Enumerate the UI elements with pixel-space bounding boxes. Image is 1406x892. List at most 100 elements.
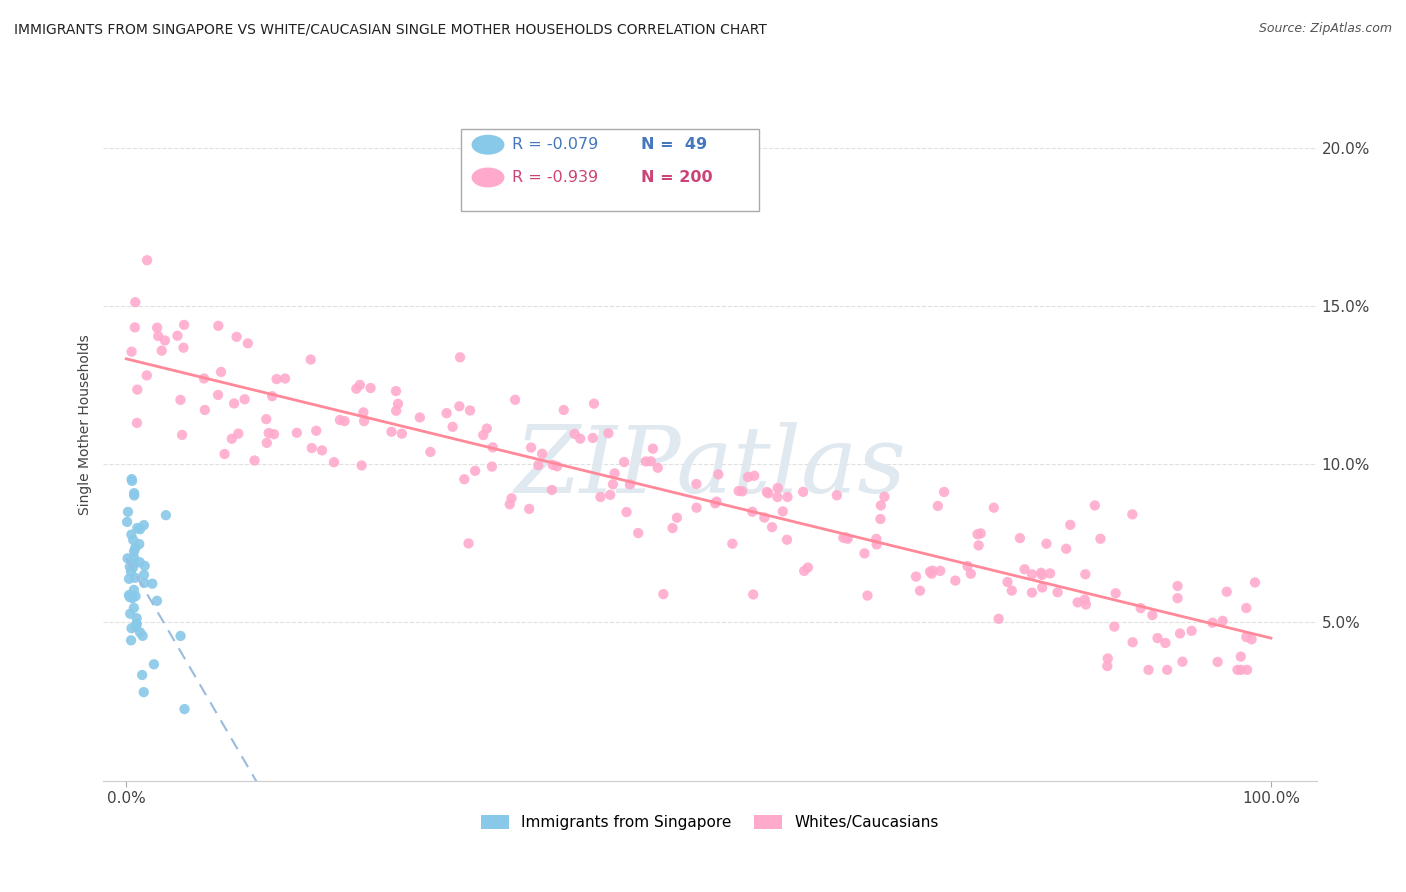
Point xyxy=(665,510,688,524)
Point xyxy=(1181,624,1204,638)
Point xyxy=(344,382,367,396)
Point xyxy=(127,383,149,397)
Point xyxy=(169,392,191,407)
Point xyxy=(685,500,707,515)
Point xyxy=(274,371,297,385)
Point xyxy=(727,483,749,498)
Point xyxy=(132,567,155,582)
Point xyxy=(766,481,789,495)
Point xyxy=(1226,663,1249,677)
Point xyxy=(122,556,145,570)
Point xyxy=(598,426,620,441)
Point xyxy=(122,600,145,615)
Point xyxy=(569,432,592,446)
Point xyxy=(153,334,176,348)
Point xyxy=(120,607,142,621)
Point xyxy=(173,318,195,332)
Y-axis label: Single Mother Households: Single Mother Households xyxy=(79,334,93,515)
Point xyxy=(541,458,564,472)
Point xyxy=(262,389,284,403)
Point xyxy=(865,532,887,546)
Point xyxy=(706,494,728,508)
Point xyxy=(305,424,328,438)
Point xyxy=(966,527,988,541)
Point xyxy=(959,566,981,581)
Point xyxy=(166,328,188,343)
Point xyxy=(207,318,229,333)
Point xyxy=(1097,659,1119,673)
Point xyxy=(582,431,605,445)
Point xyxy=(501,491,523,506)
Point xyxy=(1001,583,1024,598)
Point xyxy=(146,594,169,608)
Point xyxy=(128,537,150,551)
Point xyxy=(135,368,157,383)
Point xyxy=(1230,663,1253,677)
Point xyxy=(1074,567,1097,582)
Point xyxy=(120,565,142,579)
Point xyxy=(120,527,142,541)
Point xyxy=(122,549,145,564)
Point xyxy=(1074,598,1097,612)
Point xyxy=(904,569,927,583)
FancyBboxPatch shape xyxy=(461,129,759,211)
Point xyxy=(225,330,247,344)
Point xyxy=(1121,508,1143,522)
Point xyxy=(122,488,145,502)
Text: N = 200: N = 200 xyxy=(641,170,713,185)
Text: R = -0.939: R = -0.939 xyxy=(512,170,599,185)
Point xyxy=(301,441,323,455)
Point xyxy=(1230,649,1253,664)
Point xyxy=(870,499,893,513)
Point xyxy=(193,371,215,385)
Point xyxy=(129,522,152,536)
Point xyxy=(1215,584,1237,599)
Point xyxy=(333,414,356,428)
Point xyxy=(967,538,990,552)
Point xyxy=(766,490,789,504)
Point xyxy=(117,505,139,519)
Point xyxy=(142,657,165,672)
Point xyxy=(127,521,149,535)
Point xyxy=(436,406,458,420)
Point xyxy=(121,344,143,359)
Point xyxy=(387,397,409,411)
Point xyxy=(1066,595,1088,609)
Point xyxy=(353,414,375,428)
Point xyxy=(226,426,249,441)
Point xyxy=(125,611,148,625)
Point xyxy=(118,559,141,574)
Point xyxy=(685,477,707,491)
Point xyxy=(1084,499,1107,513)
Point xyxy=(1142,608,1164,623)
Point xyxy=(1234,630,1257,644)
Point xyxy=(122,582,145,597)
Point xyxy=(136,253,159,268)
Point xyxy=(921,566,943,581)
Text: IMMIGRANTS FROM SINGAPORE VS WHITE/CAUCASIAN SINGLE MOTHER HOUSEHOLDS CORRELATIO: IMMIGRANTS FROM SINGAPORE VS WHITE/CAUCA… xyxy=(14,22,766,37)
Point xyxy=(134,575,156,590)
Point xyxy=(169,629,191,643)
Point xyxy=(616,505,638,519)
Point xyxy=(464,464,486,478)
Point xyxy=(121,621,143,635)
Point xyxy=(661,521,683,535)
Point xyxy=(131,668,153,682)
Point xyxy=(503,392,526,407)
Point xyxy=(1122,635,1144,649)
Point xyxy=(929,564,952,578)
Point xyxy=(776,533,799,547)
Circle shape xyxy=(472,136,503,154)
Point xyxy=(1201,615,1223,630)
Point xyxy=(721,537,744,551)
Point xyxy=(652,587,675,601)
Point xyxy=(236,336,259,351)
Point xyxy=(627,526,650,541)
Point xyxy=(553,403,575,417)
Point xyxy=(207,388,229,402)
Point xyxy=(641,442,664,456)
Point xyxy=(589,490,612,504)
Point xyxy=(1105,586,1128,600)
Point xyxy=(124,295,146,310)
Text: N =  49: N = 49 xyxy=(641,137,707,153)
